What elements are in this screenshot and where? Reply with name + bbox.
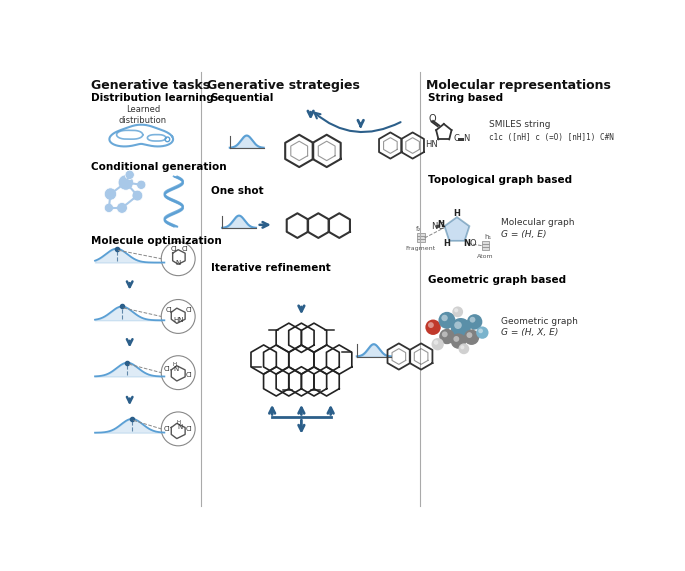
Text: Geometric graph based: Geometric graph based bbox=[427, 275, 566, 285]
Text: Atom: Atom bbox=[477, 254, 494, 259]
Text: Generative strategies: Generative strategies bbox=[207, 79, 360, 91]
FancyBboxPatch shape bbox=[482, 247, 489, 250]
Circle shape bbox=[428, 322, 434, 328]
Text: G = (H, X, E): G = (H, X, E) bbox=[501, 328, 558, 337]
Circle shape bbox=[458, 343, 469, 354]
Text: O: O bbox=[469, 239, 475, 248]
Text: Cl: Cl bbox=[164, 366, 171, 372]
Circle shape bbox=[118, 175, 134, 190]
Text: Topological graph based: Topological graph based bbox=[427, 175, 572, 185]
Text: One shot: One shot bbox=[210, 186, 263, 195]
Text: H: H bbox=[453, 209, 460, 218]
Circle shape bbox=[467, 314, 482, 329]
Text: N: N bbox=[173, 366, 179, 372]
Text: Generative tasks: Generative tasks bbox=[91, 79, 210, 91]
Text: G = (H, E): G = (H, E) bbox=[501, 230, 547, 239]
Text: Distribution learning: Distribution learning bbox=[91, 93, 214, 103]
Circle shape bbox=[161, 300, 195, 333]
Circle shape bbox=[434, 340, 438, 345]
FancyBboxPatch shape bbox=[417, 239, 425, 242]
Text: HN: HN bbox=[173, 317, 184, 323]
Text: h₁: h₁ bbox=[484, 234, 491, 240]
Text: N: N bbox=[463, 239, 471, 248]
Text: Iterative refinement: Iterative refinement bbox=[210, 263, 330, 272]
Circle shape bbox=[161, 356, 195, 389]
Circle shape bbox=[460, 345, 464, 349]
Text: Cl: Cl bbox=[166, 307, 173, 313]
FancyBboxPatch shape bbox=[417, 236, 425, 239]
Circle shape bbox=[161, 242, 195, 276]
Text: H: H bbox=[173, 363, 177, 368]
Circle shape bbox=[104, 203, 114, 212]
Text: SMILES string: SMILES string bbox=[489, 120, 551, 129]
Circle shape bbox=[464, 329, 479, 345]
Text: O: O bbox=[429, 114, 436, 123]
Text: N: N bbox=[437, 220, 445, 230]
Text: Cl: Cl bbox=[182, 247, 188, 252]
Text: N: N bbox=[177, 424, 182, 429]
Text: H: H bbox=[176, 420, 180, 425]
Text: Cl: Cl bbox=[186, 426, 192, 432]
Text: N: N bbox=[431, 222, 437, 231]
Text: Molecular representations: Molecular representations bbox=[426, 79, 611, 91]
Circle shape bbox=[466, 332, 473, 338]
Circle shape bbox=[132, 190, 142, 201]
Circle shape bbox=[116, 203, 127, 214]
Circle shape bbox=[469, 317, 475, 323]
Circle shape bbox=[442, 331, 448, 337]
Text: Learned
distribution: Learned distribution bbox=[119, 106, 167, 125]
FancyBboxPatch shape bbox=[417, 234, 425, 236]
Text: H: H bbox=[444, 239, 451, 248]
Text: Cl: Cl bbox=[186, 372, 192, 378]
Polygon shape bbox=[445, 217, 469, 241]
FancyBboxPatch shape bbox=[482, 244, 489, 247]
Text: Geometric graph: Geometric graph bbox=[501, 316, 577, 325]
Text: c1c ([nH] c (=O) [nH]1) C#N: c1c ([nH] c (=O) [nH]1) C#N bbox=[489, 132, 614, 142]
Text: Conditional generation: Conditional generation bbox=[91, 163, 227, 172]
FancyBboxPatch shape bbox=[482, 241, 489, 244]
Text: Molecular graph: Molecular graph bbox=[501, 218, 574, 227]
Text: Fragment: Fragment bbox=[406, 246, 436, 251]
Circle shape bbox=[161, 412, 195, 446]
Text: N: N bbox=[463, 134, 469, 143]
Text: Cl: Cl bbox=[186, 307, 192, 313]
Text: N: N bbox=[175, 260, 181, 266]
Circle shape bbox=[136, 180, 146, 190]
Text: C: C bbox=[437, 222, 443, 231]
Circle shape bbox=[451, 333, 466, 349]
Circle shape bbox=[441, 315, 448, 321]
Text: Molecule optimization: Molecule optimization bbox=[91, 236, 222, 246]
Circle shape bbox=[125, 170, 134, 179]
Circle shape bbox=[454, 308, 458, 312]
Circle shape bbox=[478, 328, 483, 333]
Circle shape bbox=[432, 338, 444, 351]
Text: C: C bbox=[453, 134, 459, 143]
Text: Cl: Cl bbox=[164, 426, 171, 432]
Circle shape bbox=[452, 307, 463, 317]
Circle shape bbox=[104, 188, 116, 200]
Circle shape bbox=[425, 320, 440, 335]
Circle shape bbox=[454, 321, 462, 329]
Text: f₂: f₂ bbox=[416, 227, 421, 232]
Text: Sequential: Sequential bbox=[210, 93, 274, 103]
Text: String based: String based bbox=[427, 93, 503, 103]
Circle shape bbox=[451, 318, 471, 338]
Circle shape bbox=[453, 336, 459, 342]
Circle shape bbox=[438, 312, 456, 329]
Circle shape bbox=[439, 329, 455, 344]
Circle shape bbox=[476, 327, 488, 339]
Text: HN: HN bbox=[425, 140, 438, 149]
Text: Cl: Cl bbox=[171, 247, 177, 252]
